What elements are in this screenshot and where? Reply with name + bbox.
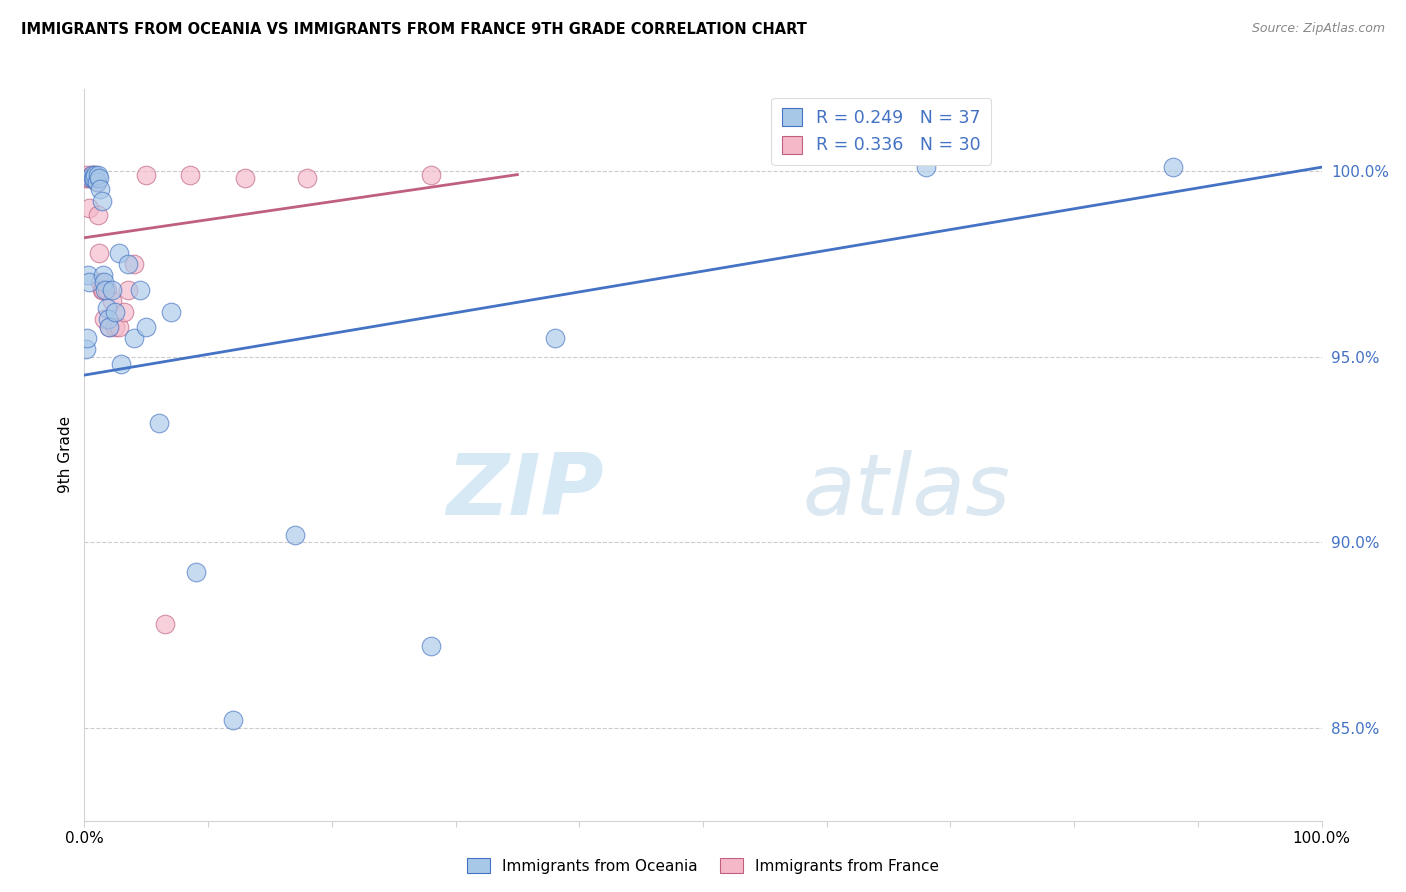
- Point: [79, 201, 101, 215]
- Point: [104, 319, 127, 334]
- Point: [90, 283, 112, 297]
- Point: [108, 319, 131, 334]
- Point: [153, 616, 176, 631]
- Point: [148, 417, 170, 431]
- Point: [83, 168, 105, 182]
- Text: Source: ZipAtlas.com: Source: ZipAtlas.com: [1251, 22, 1385, 36]
- Point: [90, 194, 112, 208]
- Point: [117, 257, 139, 271]
- Point: [82, 171, 104, 186]
- Point: [87, 168, 110, 182]
- Point: [91, 283, 114, 297]
- Point: [184, 565, 207, 579]
- Legend: R = 0.249   N = 37, R = 0.336   N = 30: R = 0.249 N = 37, R = 0.336 N = 30: [770, 98, 991, 165]
- Point: [108, 245, 131, 260]
- Point: [86, 175, 108, 189]
- Point: [84, 171, 107, 186]
- Point: [110, 357, 132, 371]
- Point: [1161, 160, 1184, 174]
- Point: [419, 639, 441, 653]
- Point: [89, 182, 111, 196]
- Legend: Immigrants from Oceania, Immigrants from France: Immigrants from Oceania, Immigrants from…: [461, 852, 945, 880]
- Point: [233, 171, 256, 186]
- Point: [86, 175, 108, 189]
- Point: [104, 305, 127, 319]
- Text: atlas: atlas: [801, 450, 1010, 533]
- Point: [76, 168, 98, 182]
- Y-axis label: 9th Grade: 9th Grade: [58, 417, 73, 493]
- Point: [97, 312, 120, 326]
- Point: [94, 283, 117, 297]
- Point: [135, 168, 157, 182]
- Point: [77, 171, 100, 186]
- Point: [98, 319, 121, 334]
- Point: [179, 168, 201, 182]
- Point: [129, 283, 152, 297]
- Point: [100, 283, 122, 297]
- Point: [87, 209, 110, 223]
- Point: [79, 171, 101, 186]
- Point: [222, 714, 245, 728]
- Point: [112, 305, 135, 319]
- Point: [122, 331, 145, 345]
- Point: [79, 275, 101, 289]
- Point: [89, 245, 111, 260]
- Point: [83, 171, 105, 186]
- Point: [98, 319, 121, 334]
- Point: [91, 268, 114, 282]
- Point: [75, 171, 97, 186]
- Point: [160, 305, 183, 319]
- Point: [82, 171, 104, 186]
- Point: [93, 275, 115, 289]
- Text: ZIP: ZIP: [446, 450, 605, 533]
- Point: [117, 283, 139, 297]
- Point: [76, 331, 98, 345]
- Point: [84, 168, 107, 182]
- Point: [914, 160, 936, 174]
- Point: [80, 168, 103, 182]
- Point: [122, 257, 145, 271]
- Point: [89, 275, 111, 289]
- Point: [93, 312, 115, 326]
- Point: [284, 527, 307, 541]
- Point: [295, 171, 318, 186]
- Point: [100, 293, 122, 308]
- Point: [135, 319, 157, 334]
- Point: [77, 268, 100, 282]
- Point: [419, 168, 441, 182]
- Point: [79, 171, 101, 186]
- Text: IMMIGRANTS FROM OCEANIA VS IMMIGRANTS FROM FRANCE 9TH GRADE CORRELATION CHART: IMMIGRANTS FROM OCEANIA VS IMMIGRANTS FR…: [21, 22, 807, 37]
- Point: [80, 168, 103, 182]
- Point: [96, 283, 118, 297]
- Point: [75, 342, 97, 356]
- Point: [543, 331, 565, 345]
- Point: [89, 171, 111, 186]
- Point: [96, 301, 118, 316]
